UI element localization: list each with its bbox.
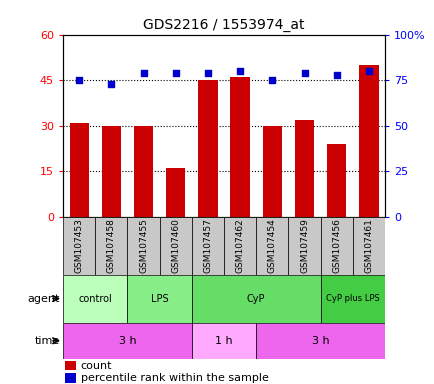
Bar [102,126,121,217]
Bar [256,217,288,275]
Text: CyP plus LPS: CyP plus LPS [325,294,379,303]
Text: agent: agent [27,293,60,304]
Text: GSM107456: GSM107456 [332,218,340,273]
Bar [65,361,76,370]
Bar [198,80,217,217]
Text: 1 h: 1 h [215,336,232,346]
Point [332,72,339,78]
Bar [159,217,191,275]
Text: 3 h: 3 h [311,336,329,346]
Point [204,70,211,76]
Text: GSM107454: GSM107454 [267,218,276,273]
Text: LPS: LPS [151,293,168,304]
Text: GSM107455: GSM107455 [139,218,148,273]
Bar [294,120,313,217]
Point [268,77,275,83]
Bar [69,123,89,217]
Point [172,70,179,76]
Bar [63,275,127,323]
Text: GSM107459: GSM107459 [299,218,308,273]
Point [76,77,82,83]
Bar [191,323,256,359]
Text: GSM107453: GSM107453 [75,218,83,273]
Bar [95,217,127,275]
Point [365,68,372,74]
Bar [262,126,281,217]
Bar [230,77,249,217]
Text: CyP: CyP [247,293,265,304]
Bar [358,65,378,217]
Text: 3 h: 3 h [118,336,136,346]
Bar [63,323,191,359]
Text: GSM107457: GSM107457 [203,218,212,273]
Bar [256,323,384,359]
Text: control: control [78,293,112,304]
Bar [63,217,95,275]
Point [108,81,115,87]
Point [300,70,307,76]
Text: GSM107460: GSM107460 [171,218,180,273]
Bar [320,275,384,323]
Bar [127,275,191,323]
Text: GSM107458: GSM107458 [107,218,115,273]
Bar [326,144,345,217]
Text: time: time [35,336,60,346]
Point [140,70,147,76]
Bar [288,217,320,275]
Text: count: count [81,361,112,371]
Text: percentile rank within the sample: percentile rank within the sample [81,373,268,383]
Text: GSM107461: GSM107461 [364,218,372,273]
Text: GSM107462: GSM107462 [235,218,244,273]
Bar [320,217,352,275]
Bar [352,217,384,275]
Bar [127,217,159,275]
Bar [65,373,76,383]
Bar [191,217,224,275]
Bar [166,168,185,217]
Bar [191,275,320,323]
Bar [134,126,153,217]
Title: GDS2216 / 1553974_at: GDS2216 / 1553974_at [143,18,304,32]
Bar [224,217,256,275]
Point [236,68,243,74]
